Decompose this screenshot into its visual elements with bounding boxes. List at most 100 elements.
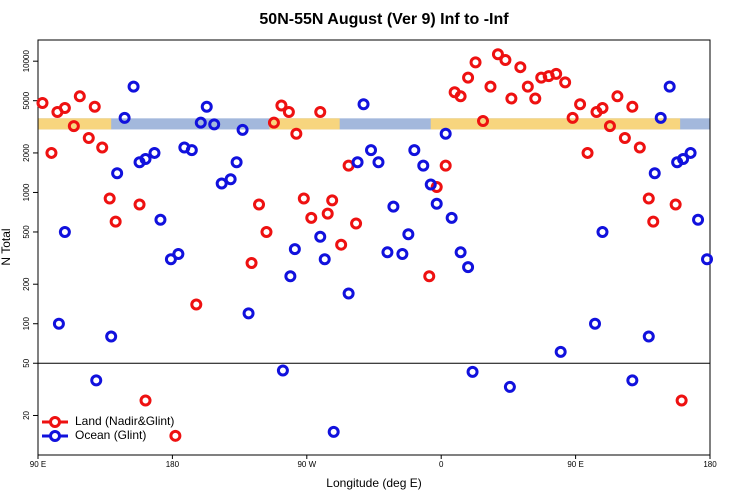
point: [396, 247, 409, 260]
point: [514, 61, 527, 74]
point: [139, 394, 152, 407]
point: [596, 225, 609, 238]
point: [148, 146, 161, 159]
point: [642, 330, 655, 343]
point: [581, 146, 594, 159]
point: [669, 198, 682, 211]
point: [484, 80, 497, 93]
point: [466, 365, 479, 378]
x-axis-label: Longitude (deg E): [326, 476, 421, 490]
point: [276, 364, 289, 377]
point: [224, 173, 237, 186]
point: [505, 92, 518, 105]
point: [118, 111, 131, 124]
point: [554, 345, 567, 358]
y-tick-label: 5000: [22, 91, 31, 109]
y-tick-label: 500: [22, 225, 31, 239]
point: [521, 80, 534, 93]
y-tick-label: 100: [22, 317, 31, 331]
y-tick-label: 10000: [22, 50, 31, 73]
point: [133, 198, 146, 211]
point: [172, 247, 185, 260]
point: [503, 380, 516, 393]
point: [365, 144, 378, 157]
point: [626, 100, 639, 113]
point: [550, 67, 563, 80]
point: [462, 261, 475, 274]
point: [430, 197, 443, 210]
point: [423, 270, 436, 283]
point: [701, 253, 714, 266]
point: [190, 298, 203, 311]
point: [267, 116, 280, 129]
point: [305, 211, 318, 224]
point: [559, 76, 572, 89]
point: [417, 159, 430, 172]
point: [445, 211, 458, 224]
point: [499, 54, 512, 67]
y-tick-label: 50: [22, 358, 31, 367]
x-tick-label: 90 E: [30, 460, 46, 469]
point: [387, 200, 400, 213]
point: [111, 167, 124, 180]
point: [90, 374, 103, 387]
point: [208, 118, 221, 131]
point: [626, 374, 639, 387]
point: [469, 56, 482, 69]
point: [439, 127, 452, 140]
point: [350, 217, 363, 230]
point: [318, 253, 331, 266]
point: [284, 270, 297, 283]
point: [589, 317, 602, 330]
point: [105, 330, 118, 343]
point: [96, 141, 109, 154]
point: [611, 90, 624, 103]
point: [633, 141, 646, 154]
point: [654, 111, 667, 124]
point: [381, 246, 394, 259]
y-tick-label: 20: [22, 410, 31, 419]
y-axis-label: N Total: [0, 228, 13, 265]
y-tick-label: 2000: [22, 143, 31, 161]
point: [462, 71, 475, 84]
point: [45, 146, 58, 159]
legend-label: Land (Nadir&Glint): [75, 414, 174, 428]
point: [335, 238, 348, 251]
point: [185, 144, 198, 157]
legend-label: Ocean (Glint): [75, 428, 146, 442]
point: [351, 156, 364, 169]
point: [36, 97, 49, 110]
point: [58, 101, 71, 114]
point: [73, 90, 86, 103]
point: [603, 120, 616, 133]
point: [424, 178, 437, 191]
point: [439, 159, 452, 172]
point: [164, 253, 177, 266]
point: [282, 106, 295, 119]
point: [109, 215, 122, 228]
x-tick-label: 180: [703, 460, 717, 469]
point: [154, 213, 167, 226]
point: [253, 198, 266, 211]
point: [677, 152, 690, 165]
point: [67, 120, 80, 133]
y-tick-label: 1000: [22, 183, 31, 201]
point: [663, 80, 676, 93]
point: [314, 230, 327, 243]
point: [139, 152, 152, 165]
point: [288, 243, 301, 256]
x-tick-label: 90 E: [567, 460, 583, 469]
point: [321, 207, 334, 220]
chart-title: 50N-55N August (Ver 9) Inf to -Inf: [259, 11, 509, 28]
point: [52, 317, 65, 330]
point: [684, 146, 697, 159]
point: [327, 425, 340, 438]
point: [491, 48, 504, 61]
x-tick-label: 0: [439, 460, 444, 469]
point: [260, 225, 273, 238]
point: [618, 131, 631, 144]
point: [82, 131, 95, 144]
point: [242, 307, 255, 320]
point: [596, 101, 609, 114]
